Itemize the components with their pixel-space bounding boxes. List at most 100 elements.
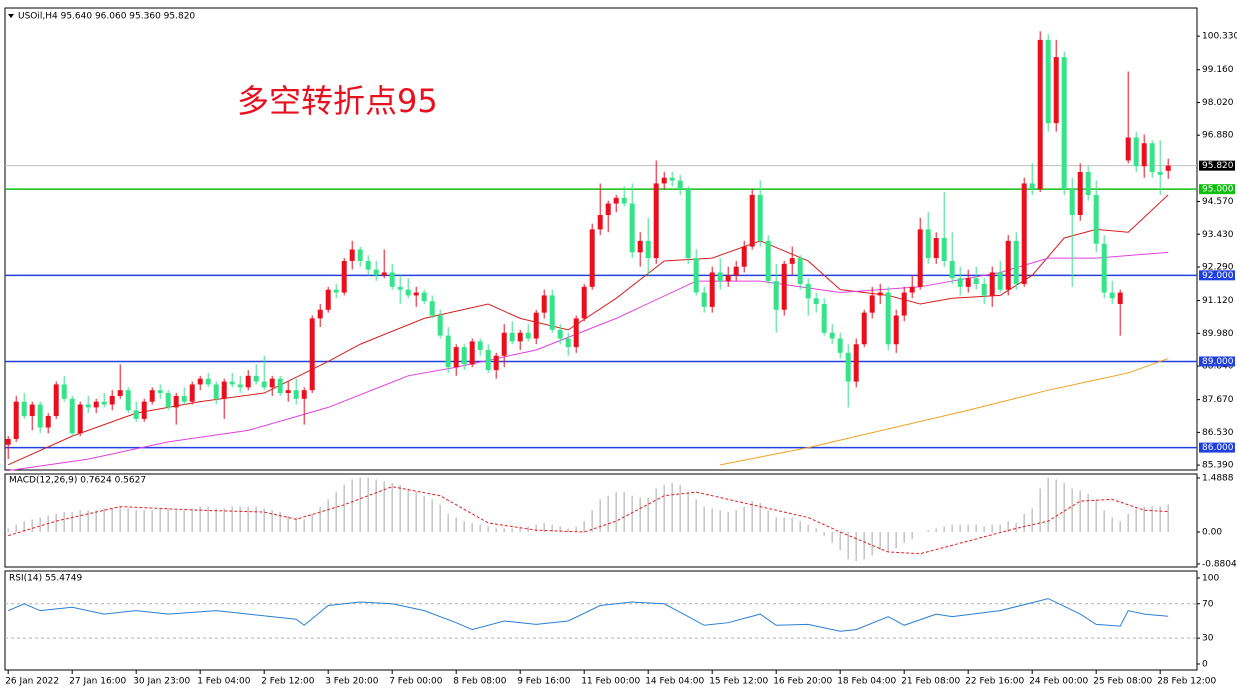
candle-body xyxy=(1165,165,1171,171)
candle-body xyxy=(709,272,715,307)
candle-body xyxy=(661,177,667,184)
candle-body xyxy=(517,332,523,342)
current-price-box xyxy=(1199,160,1235,171)
candle-body xyxy=(885,292,891,345)
candle-body xyxy=(997,272,1003,290)
level-label-box xyxy=(1199,442,1235,453)
candle-body xyxy=(861,312,867,345)
level-label-box xyxy=(1199,356,1235,367)
candle-body xyxy=(29,404,35,417)
candle-body xyxy=(485,349,491,371)
candle-body xyxy=(21,401,27,417)
y-tick-label: 70 xyxy=(1202,599,1214,609)
level-label-box xyxy=(1199,184,1235,195)
level-label: 89.000 xyxy=(1202,357,1234,367)
y-tick-label: 0 xyxy=(1202,659,1208,669)
y-tick-label: 99.160 xyxy=(1202,65,1234,75)
y-tick-label: 85.390 xyxy=(1202,461,1234,471)
candle-body xyxy=(637,240,643,253)
candle-body xyxy=(493,355,499,371)
candle-body xyxy=(1005,240,1011,290)
y-tick-label: 89.980 xyxy=(1202,329,1234,339)
candle-body xyxy=(109,395,115,405)
candle-body xyxy=(125,390,131,411)
candle-body xyxy=(1117,292,1123,305)
candle-body xyxy=(157,390,163,394)
candle-body xyxy=(941,237,947,261)
x-tick-label: 15 Feb 12:00 xyxy=(709,677,768,687)
y-tick-label: 92.290 xyxy=(1202,262,1234,272)
candle-body xyxy=(93,401,99,408)
candle-body xyxy=(1029,183,1035,190)
y-tick-label: 100 xyxy=(1202,573,1219,583)
candle-body xyxy=(533,312,539,339)
candle-body xyxy=(277,378,283,394)
candle-body xyxy=(117,390,123,396)
candle-body xyxy=(549,295,555,330)
rsi-title: RSI(14) 55.4749 xyxy=(9,574,82,584)
candle-body xyxy=(405,289,411,296)
candle-body xyxy=(381,272,387,276)
candle-body xyxy=(237,384,243,388)
candle-body xyxy=(725,275,731,282)
candle-body xyxy=(245,375,251,388)
candle-body xyxy=(141,401,147,419)
x-tick-label: 16 Feb 20:00 xyxy=(773,677,832,687)
candle-body xyxy=(461,347,467,365)
candle-body xyxy=(1077,171,1083,216)
candle-body xyxy=(957,278,963,287)
candle-body xyxy=(821,304,827,333)
candle-body xyxy=(165,393,171,408)
macd-title: MACD(12,26,9) 0.7624 0.5627 xyxy=(9,476,146,486)
x-tick-label: 7 Feb 00:00 xyxy=(389,677,443,687)
menu-arrow[interactable] xyxy=(8,14,14,18)
y-tick-label: 98.020 xyxy=(1202,98,1234,108)
candle-body xyxy=(509,332,515,342)
candle-body xyxy=(773,281,779,310)
candle-body xyxy=(45,416,51,428)
candle-body xyxy=(389,272,395,287)
level-label-box xyxy=(1199,270,1235,281)
y-tick-label: 1.4888 xyxy=(1202,473,1234,483)
candle-body xyxy=(973,278,979,284)
y-tick-label: 94.570 xyxy=(1202,197,1234,207)
candle-body xyxy=(309,318,315,391)
candle-body xyxy=(805,283,811,299)
candle-body xyxy=(5,438,11,445)
candle-body xyxy=(829,332,835,339)
candle-body xyxy=(189,384,195,402)
candle-body xyxy=(101,401,107,405)
y-tick-label: 88.840 xyxy=(1202,362,1234,372)
candle-body xyxy=(525,332,531,339)
candle-body xyxy=(1037,39,1043,190)
candle-body xyxy=(789,258,795,264)
candle-body xyxy=(1093,194,1099,244)
y-tick-label: -0.8804 xyxy=(1202,559,1237,569)
candle-body xyxy=(197,378,203,385)
x-tick-label: 21 Feb 08:00 xyxy=(901,677,960,687)
candle-body xyxy=(421,292,427,302)
candle-body xyxy=(413,292,419,296)
x-tick-label: 2 Feb 12:00 xyxy=(261,677,315,687)
price-title: USOil,H4 95.640 96.060 95.360 95.820 xyxy=(18,12,195,22)
candle-body xyxy=(397,286,403,290)
candle-body xyxy=(949,260,955,279)
candle-body xyxy=(733,266,739,276)
candle-body xyxy=(13,401,19,439)
candle-body xyxy=(581,286,587,319)
candle-body xyxy=(693,258,699,293)
y-tick-label: 96.880 xyxy=(1202,131,1234,141)
candle-body xyxy=(565,338,571,348)
candle-body xyxy=(173,395,179,408)
candle-body xyxy=(1069,189,1075,216)
candle-body xyxy=(813,298,819,305)
candle-body xyxy=(869,295,875,313)
candle-body xyxy=(901,292,907,316)
x-tick-label: 11 Feb 00:00 xyxy=(581,677,640,687)
candle-body xyxy=(749,194,755,247)
candle-body xyxy=(1149,143,1155,172)
candle-body xyxy=(61,384,67,399)
candle-body xyxy=(741,246,747,267)
